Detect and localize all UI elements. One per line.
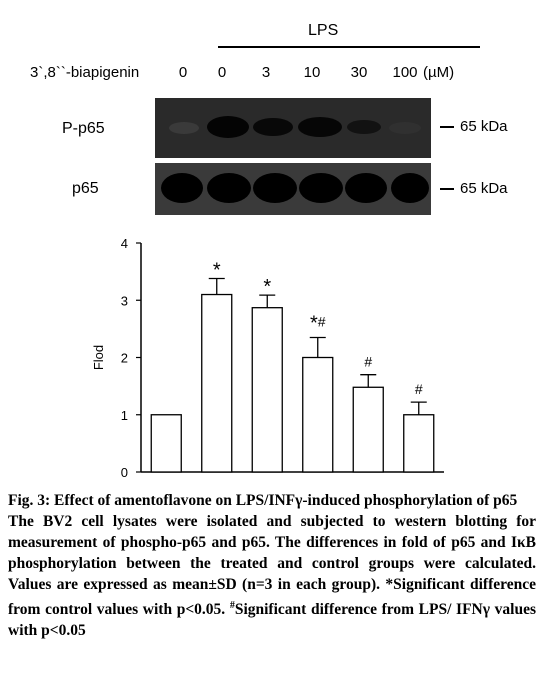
row-label-p-p65: P-p65 [62, 120, 105, 137]
y-tick-label: 3 [121, 293, 128, 308]
y-axis-label: Flod [91, 345, 106, 370]
dose-label: 30 [350, 64, 368, 81]
blot-band [298, 117, 342, 137]
blot-band [253, 173, 297, 203]
blot-band [391, 173, 429, 203]
bar [352, 386, 384, 473]
caption-body-part: The BV2 cell lysates were isolated and s… [8, 513, 536, 619]
dose-label: 10 [303, 64, 321, 81]
significance-label: *# [310, 312, 326, 334]
blot-band [207, 116, 249, 138]
caption-title: Fig. 3: Effect of amentoflavone on LPS/I… [8, 492, 518, 509]
bar [403, 414, 435, 473]
blot-band [253, 118, 293, 136]
dose-label: 100 [392, 64, 418, 81]
dose-label: 0 [178, 64, 188, 81]
bar-chart: 0 1 2 3 4 Flod * * *# # # [91, 236, 444, 480]
blot-band [347, 120, 381, 134]
blot-band [299, 173, 343, 203]
kda-marker: 65 kDa [440, 118, 508, 135]
caption-body-part: Significant difference from LPS/ IFNγ va… [8, 601, 536, 640]
blot-band [161, 173, 203, 203]
blot-panel-p-p65 [155, 98, 431, 158]
compound-label: 3`,8``-biapigenin [30, 64, 140, 81]
significance-label: * [213, 259, 221, 281]
figure-caption: Fig. 3: Effect of amentoflavone on LPS/I… [8, 490, 536, 641]
blot-band [207, 173, 251, 203]
significance-label: # [415, 381, 423, 397]
bar [302, 356, 334, 473]
dose-label: 0 [217, 64, 227, 81]
row-label-p65: p65 [72, 180, 99, 197]
lps-label: LPS [308, 22, 339, 39]
dose-unit: (µM) [423, 64, 455, 81]
y-tick-label: 4 [121, 236, 128, 251]
kda-marker: 65 kDa [440, 180, 508, 197]
blot-band [345, 173, 387, 203]
caption-hash: # [229, 600, 235, 611]
y-tick-label: 2 [121, 351, 128, 366]
y-tick-label: 1 [121, 408, 128, 423]
bar [150, 414, 182, 473]
dose-label: 3 [261, 64, 271, 81]
y-tick-label: 0 [121, 465, 128, 480]
blot-band [389, 122, 421, 134]
blot-panel-p65 [155, 163, 431, 215]
caption-body: The BV2 cell lysates were isolated and s… [8, 511, 536, 641]
bar [201, 293, 233, 473]
bar [251, 307, 283, 473]
significance-label: * [263, 276, 271, 298]
significance-label: # [364, 354, 372, 370]
lps-bracket-line [218, 46, 480, 48]
blot-band [169, 122, 199, 134]
